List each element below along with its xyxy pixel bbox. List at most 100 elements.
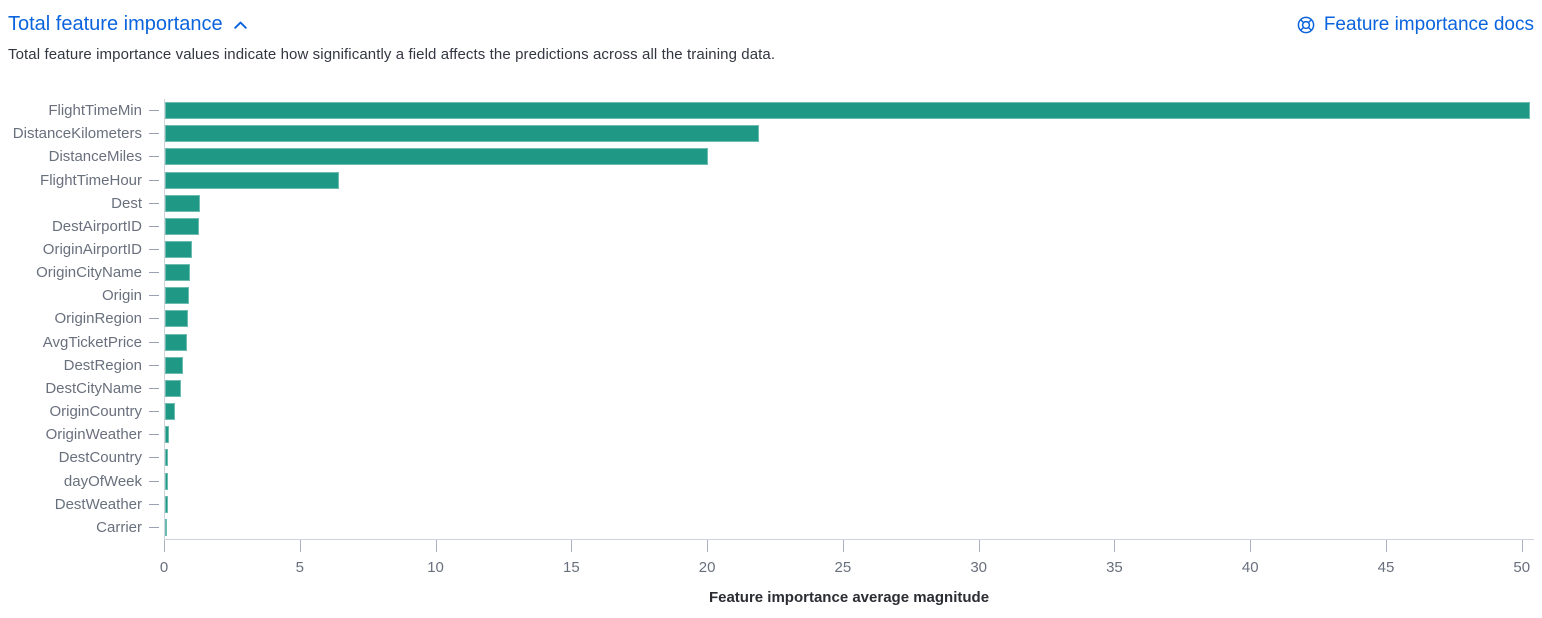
y-axis-tick-mark (149, 272, 159, 274)
bar-OriginAirportID[interactable] (165, 241, 193, 259)
y-axis-tick-mark (149, 364, 159, 366)
panel-title-label: Total feature importance (8, 13, 223, 35)
y-axis-label: DistanceMiles (8, 145, 164, 168)
y-axis-label-text: dayOfWeek (63, 472, 142, 490)
feature-importance-chart: FlightTimeMin DistanceKilometers DistanceM… (8, 99, 1534, 606)
y-axis-tick-mark (149, 110, 159, 112)
x-axis-tick-label: 25 (834, 558, 852, 576)
y-axis-label-text: Origin (101, 287, 142, 305)
y-axis-label-text: AvgTicketPrice (42, 333, 142, 351)
y-axis-label-text: FlightTimeHour (40, 171, 142, 189)
y-axis-label-text: FlightTimeMin (48, 102, 142, 120)
bar-row (165, 400, 1534, 423)
help-lifering-icon (1296, 15, 1316, 35)
chevron-up-icon (232, 17, 249, 34)
bar-row (165, 122, 1534, 145)
x-axis-tick-mark (299, 539, 301, 552)
x-axis-tick-label: 5 (295, 558, 304, 576)
y-axis-tick-mark (149, 249, 159, 251)
y-axis-label-text: OriginCountry (49, 403, 142, 421)
y-axis-label: OriginAirportID (8, 238, 164, 261)
bar-row (165, 307, 1534, 330)
bar-OriginCountry[interactable] (165, 403, 175, 421)
y-axis-label: OriginWeather (8, 423, 164, 446)
y-axis-label-text: DistanceKilometers (12, 125, 142, 143)
x-axis-tick-mark (571, 539, 573, 552)
x-axis-tick-label: 35 (1106, 558, 1123, 576)
x-axis-tick-mark (1250, 539, 1252, 552)
y-axis-label-text: Dest (111, 194, 142, 212)
y-axis-label: DistanceKilometers (8, 122, 164, 145)
bar-DestCountry[interactable] (165, 449, 169, 467)
bar-row (165, 423, 1534, 446)
docs-link-label: Feature importance docs (1323, 13, 1534, 35)
bar-DestCityName[interactable] (165, 379, 181, 397)
x-axis-tick-label: 40 (1241, 558, 1259, 576)
panel-header: Total feature importance Feature importa… (8, 13, 1534, 36)
bar-DestWeather[interactable] (165, 495, 168, 513)
bar-FlightTimeMin[interactable] (165, 102, 1530, 120)
y-axis-label: OriginRegion (8, 307, 164, 330)
y-axis-tick-mark (149, 411, 159, 413)
y-axis-tick-mark (149, 295, 159, 297)
bar-DistanceKilometers[interactable] (165, 125, 760, 143)
y-axis-tick-mark (149, 156, 159, 158)
x-axis-tick-label: 20 (698, 558, 716, 576)
bar-OriginWeather[interactable] (165, 426, 170, 444)
bar-row (165, 284, 1534, 307)
bar-DestRegion[interactable] (165, 356, 183, 374)
x-axis-tick-mark (1386, 539, 1387, 552)
y-axis-label-text: Carrier (96, 518, 142, 536)
y-axis-label-text: DestWeather (54, 495, 142, 513)
bar-OriginRegion[interactable] (165, 310, 189, 328)
bar-row (165, 99, 1534, 122)
y-axis-tick-mark (149, 318, 159, 320)
y-axis-label: DestAirportID (8, 215, 164, 238)
bar-row (165, 261, 1534, 284)
bar-OriginCityName[interactable] (165, 264, 190, 282)
bar-Dest[interactable] (165, 194, 201, 212)
bar-AvgTicketPrice[interactable] (165, 333, 187, 351)
bar-DistanceMiles[interactable] (165, 148, 708, 166)
y-axis-label-text: OriginRegion (54, 310, 142, 328)
feature-importance-docs-link[interactable]: Feature importance docs (1296, 14, 1534, 36)
x-axis-tick-label: 15 (562, 558, 580, 576)
y-axis-label: DestRegion (8, 354, 164, 377)
bar-dayOfWeek[interactable] (165, 472, 169, 490)
bar-FlightTimeHour[interactable] (165, 171, 339, 189)
y-axis-label-text: DestCountry (58, 449, 142, 467)
x-axis-title: Feature importance average magnitude (708, 588, 990, 606)
x-axis-tick-mark (1114, 539, 1116, 552)
y-axis-label-text: OriginCityName (36, 264, 142, 282)
bar-DestAirportID[interactable] (165, 217, 199, 235)
y-axis-label-text: OriginWeather (45, 426, 142, 444)
y-axis-label-text: DestCityName (45, 379, 142, 397)
bar-row (165, 331, 1534, 354)
plot-area (164, 99, 1534, 540)
bar-row (165, 192, 1534, 215)
bar-Carrier[interactable] (165, 518, 167, 536)
y-axis-tick-mark (149, 434, 159, 436)
x-axis-tick-mark (978, 539, 980, 552)
x-axis-tick-mark (842, 539, 844, 552)
bar-row (165, 354, 1534, 377)
y-axis-tick-mark (149, 503, 159, 505)
y-axis-label: Carrier (8, 516, 164, 539)
y-axis-label: DestWeather (8, 493, 164, 516)
y-axis-labels: FlightTimeMin DistanceKilometers DistanceM… (8, 99, 164, 540)
panel-title-toggle[interactable]: Total feature importance (8, 13, 249, 36)
y-axis-tick-mark (149, 480, 159, 482)
bar-row (165, 493, 1534, 516)
x-axis-tick-label: 10 (427, 558, 444, 576)
bar-Origin[interactable] (165, 287, 190, 305)
y-axis-label: DestCityName (8, 377, 164, 400)
x-axis-tick-label: 0 (159, 558, 169, 576)
y-axis-label: Dest (8, 192, 164, 215)
y-axis-tick-mark (149, 225, 159, 227)
x-axis-tick-label: 45 (1377, 558, 1395, 576)
y-axis-tick-mark (149, 202, 159, 204)
x-axis-tick-mark (435, 539, 437, 552)
y-axis-label: OriginCityName (8, 261, 164, 284)
y-axis-label: dayOfWeek (8, 470, 164, 493)
